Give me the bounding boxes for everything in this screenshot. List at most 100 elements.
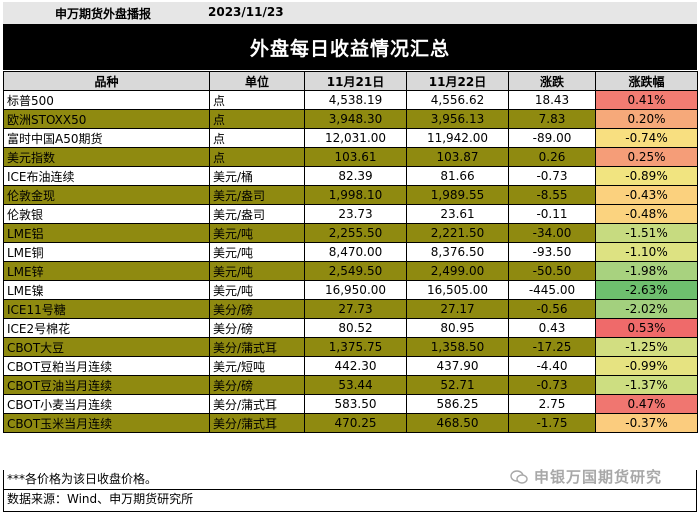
cell-nov22: 437.90 [406,356,509,376]
cell-unit: 美元/盎司 [209,204,305,224]
cell-change-pct: -0.74% [595,128,698,148]
cell-change: -17.25 [508,337,596,357]
cell-name: 欧洲STOXX50 [3,109,210,129]
cell-unit: 美分/磅 [209,299,305,319]
cell-change: -0.56 [508,299,596,319]
table-row: CBOT小麦当月连续 美分/蒲式耳 583.50 586.25 2.75 0.47% [3,394,698,414]
cell-change: 0.43 [508,318,596,338]
cell-unit: 点 [209,128,305,148]
cell-unit: 美元/吨 [209,280,305,300]
cell-unit: 美分/磅 [209,318,305,338]
cell-nov22: 11,942.00 [406,128,509,148]
cell-unit: 美元/短吨 [209,356,305,376]
cell-nov22: 1,358.50 [406,337,509,357]
table-row: LME镍 美元/吨 16,950.00 16,505.00 -445.00 -2.63% [3,280,698,300]
cell-nov22: 27.17 [406,299,509,319]
col-header-change: 涨跌 [508,71,596,91]
cell-change-pct: -0.89% [595,166,698,186]
watermark-text: 申银万国期货研究 [534,468,663,486]
cell-nov21: 1,998.10 [304,185,407,205]
cell-nov21: 16,950.00 [304,280,407,300]
table-row: 标普500 点 4,538.19 4,556.62 18.43 0.41% [3,90,698,110]
cell-change-pct: 0.25% [595,147,698,167]
cell-name: LME铜 [3,242,210,262]
cell-change-pct: -0.48% [595,204,698,224]
cell-nov22: 3,956.13 [406,109,509,129]
cell-change-pct: 0.47% [595,394,698,414]
cell-nov22: 52.71 [406,375,509,395]
cell-nov21: 2,255.50 [304,223,407,243]
cell-change-pct: -0.43% [595,185,698,205]
table-row: LME铜 美元/吨 8,470.00 8,376.50 -93.50 -1.10% [3,242,698,262]
cell-name: 伦敦银 [3,204,210,224]
table-row: 美元指数点 103.61 103.87 0.26 0.25% [3,147,698,167]
cell-name: CBOT大豆 [3,337,210,357]
cell-change-pct: 0.41% [595,90,698,110]
table-row: CBOT大豆 美分/蒲式耳 1,375.75 1,358.50 -17.25 -1.25% [3,337,698,357]
cell-nov21: 53.44 [304,375,407,395]
cell-nov21: 470.25 [304,413,407,433]
cell-nov22: 4,556.62 [406,90,509,110]
cell-name: CBOT豆油当月连续 [3,375,210,395]
cell-unit: 点 [209,147,305,167]
table-row: LME铝 美元/吨 2,255.50 2,221.50 -34.00 -1.51% [3,223,698,243]
cell-change-pct: -1.25% [595,337,698,357]
cell-nov22: 80.95 [406,318,509,338]
table-row: ICE2号棉花 美分/磅 80.52 80.95 0.43 0.53% [3,318,698,338]
cell-nov21: 82.39 [304,166,407,186]
cell-name: 伦敦金现 [3,185,210,205]
cell-name: 标普500 [3,90,210,110]
table-body: 标普500 点 4,538.19 4,556.62 18.43 0.41% 欧洲STOXX5… [3,90,698,433]
market-returns-table: 品种 单位 11月21日 11月22日 涨跌 涨跌幅 标普500 点 4,538.1… [3,71,698,433]
cell-nov21: 1,375.75 [304,337,407,357]
data-source-note: 数据来源：Wind、申万期货研究所 [3,490,697,512]
cell-name: LME铝 [3,223,210,243]
cell-nov22: 468.50 [406,413,509,433]
cell-nov22: 8,376.50 [406,242,509,262]
cell-unit: 点 [209,90,305,110]
col-header-change-pct: 涨跌幅 [595,71,698,91]
table-row: 欧洲STOXX50 点 3,948.30 3,956.13 7.83 0.20% [3,109,698,129]
cell-name: ICE2号棉花 [3,318,210,338]
table-title-banner: 外盘每日收益情况汇总 [3,24,697,70]
table-row: CBOT玉米当月连续 美分/蒲式耳 470.25 468.50 -1.75 -0.37% [3,413,698,433]
cell-nov22: 2,499.00 [406,261,509,281]
cell-nov21: 442.30 [304,356,407,376]
cell-nov21: 103.61 [304,147,407,167]
data-source-text: 数据来源：Wind、申万期货研究所 [7,492,194,506]
cell-unit: 美分/蒲式耳 [209,337,305,357]
col-header-unit: 单位 [209,71,305,91]
cell-unit: 美元/盎司 [209,185,305,205]
wechat-icon [510,469,528,484]
cell-unit: 美分/蒲式耳 [209,394,305,414]
cell-unit: 美元/吨 [209,261,305,281]
cell-change: 2.75 [508,394,596,414]
table-header-row: 品种 单位 11月21日 11月22日 涨跌 涨跌幅 [3,71,698,91]
price-footnote-text: ***各价格为该日收盘价格。 [7,472,158,486]
cell-nov22: 586.25 [406,394,509,414]
cell-change-pct: -1.10% [595,242,698,262]
cell-name: CBOT玉米当月连续 [3,413,210,433]
cell-change-pct: -1.51% [595,223,698,243]
cell-nov22: 16,505.00 [406,280,509,300]
cell-nov21: 583.50 [304,394,407,414]
cell-name: 美元指数 [3,147,210,167]
cell-unit: 点 [209,109,305,129]
cell-nov22: 1,989.55 [406,185,509,205]
cell-change: 7.83 [508,109,596,129]
cell-change-pct: -0.37% [595,413,698,433]
cell-nov22: 2,221.50 [406,223,509,243]
cell-nov21: 8,470.00 [304,242,407,262]
cell-change: -0.73 [508,375,596,395]
report-source-title: 申万期货外盘播报 [55,7,152,21]
cell-nov21: 2,549.50 [304,261,407,281]
table-row: CBOT豆粕当月连续 美元/短吨 442.30 437.90 -4.40 -0.99% [3,356,698,376]
watermark: 申银万国期货研究 [510,466,662,487]
price-footnote: ***各价格为该日收盘价格。 [3,470,697,490]
cell-change: -1.75 [508,413,596,433]
table-row: 伦敦银 美元/盎司 23.73 23.61 -0.11 -0.48% [3,204,698,224]
report-header: 申万期货外盘播报 2023/11/23 [3,2,697,24]
cell-nov21: 80.52 [304,318,407,338]
cell-change-pct: -2.63% [595,280,698,300]
